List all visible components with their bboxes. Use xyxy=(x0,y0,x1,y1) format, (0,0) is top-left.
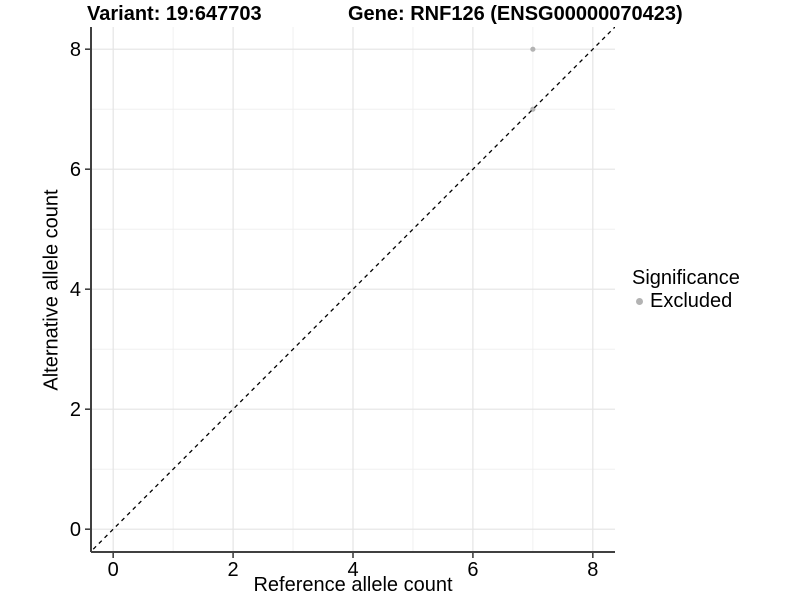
identity-line xyxy=(91,27,615,552)
y-tick-label: 2 xyxy=(70,399,81,421)
data-point xyxy=(530,106,536,112)
y-tick-label: 8 xyxy=(70,39,81,61)
gene-title: Gene: RNF126 (ENSG00000070423) xyxy=(348,3,683,25)
excluded-point-icon xyxy=(636,298,643,305)
x-tick-label: 8 xyxy=(587,559,598,581)
x-axis-title: Reference allele count xyxy=(253,574,453,596)
y-tick-label: 4 xyxy=(70,279,81,301)
y-tick-label: 6 xyxy=(70,159,81,181)
variant-title: Variant: 19:647703 xyxy=(87,3,262,25)
y-tick-label: 0 xyxy=(70,519,81,541)
x-tick-label: 0 xyxy=(108,559,119,581)
legend-title: Significance xyxy=(632,267,740,289)
x-tick-label: 6 xyxy=(467,559,478,581)
legend-item-label: Excluded xyxy=(650,290,733,312)
y-axis-title: Alternative allele count xyxy=(40,189,63,391)
data-point xyxy=(530,46,536,52)
x-tick-label: 4 xyxy=(347,559,358,581)
legend: Significance Excluded xyxy=(632,268,740,313)
x-tick-label: 2 xyxy=(228,559,239,581)
legend-item-excluded: Excluded xyxy=(632,290,740,313)
